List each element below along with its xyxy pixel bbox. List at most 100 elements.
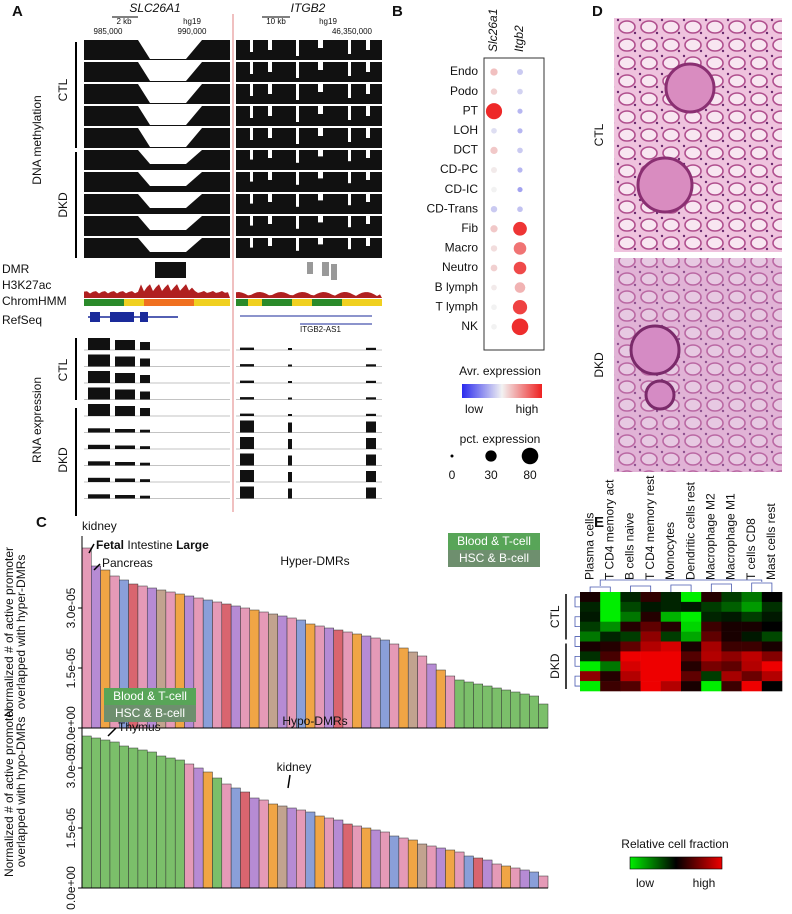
panel-label: C: [36, 514, 47, 531]
bar: [212, 601, 223, 729]
rna-peak: [88, 494, 110, 499]
rna-peak: [288, 414, 292, 416]
heatmap-cell: [620, 641, 641, 652]
scale-bar-label: 10 kb: [266, 17, 286, 26]
category-label: CD-IC: [445, 182, 479, 196]
bar: [258, 799, 269, 889]
bar: [482, 859, 493, 889]
rna-peak: [140, 479, 150, 482]
dot: [491, 127, 497, 134]
glomerulus: [636, 156, 694, 214]
dot: [490, 264, 498, 272]
dendrogram: [630, 585, 652, 592]
heatmap-cell: [721, 651, 742, 662]
column-label: T cells CD8: [744, 518, 758, 580]
rna-peak: [288, 348, 292, 350]
bar: [510, 867, 521, 889]
track-label: ChromHMM: [2, 294, 67, 308]
heatmap-cell: [741, 681, 763, 692]
heatmap-cell: [761, 661, 783, 672]
category-label: PT: [463, 103, 479, 117]
methylation-gap: [250, 62, 253, 74]
y-tick-label: 3.0e-05: [64, 747, 78, 788]
column-label: Dendritic cells rest: [683, 481, 697, 580]
rna-peak: [366, 413, 376, 416]
chromhmm-segment: [84, 299, 124, 306]
dendrogram: [589, 586, 611, 592]
heatmap-cell: [721, 601, 742, 613]
methylation-gap: [268, 84, 272, 94]
dmr: [155, 262, 186, 278]
category-label: CD-PC: [440, 162, 478, 176]
heatmap-cell: [600, 651, 621, 662]
heatmap-cell: [741, 631, 763, 642]
track-group-label: DNA methylation: [30, 95, 44, 184]
heatmap-cell: [640, 631, 662, 642]
rna-peak: [88, 444, 110, 449]
histology-image: [614, 18, 782, 252]
colorbar-label: low: [465, 402, 483, 416]
bar: [407, 839, 418, 889]
heatmap-cell: [580, 611, 601, 622]
heatmap-cell: [701, 661, 722, 672]
dot: [511, 318, 529, 336]
rna-peak: [140, 446, 150, 449]
dot: [512, 300, 528, 315]
methylation-gap: [318, 62, 323, 70]
y-tick-label: 1.5e-05: [64, 807, 78, 848]
rna-peak: [366, 347, 376, 350]
bar: [491, 863, 502, 889]
heatmap-cell: [620, 631, 641, 642]
coordinate: 985,000: [94, 27, 123, 36]
column-label: Mast cells rest: [764, 503, 778, 580]
colorbar-label: high: [516, 402, 539, 416]
heatmap-cell: [701, 631, 722, 642]
rna-peak: [88, 354, 110, 367]
bar: [389, 835, 400, 889]
track-group-label: RNA expression: [30, 377, 44, 463]
methylation-gap: [296, 106, 299, 122]
bar: [529, 871, 539, 889]
bar: [473, 683, 484, 729]
heatmap-cell: [600, 601, 621, 613]
chromhmm-segment: [312, 299, 342, 306]
dot: [513, 242, 527, 255]
heatmap-cell: [721, 611, 742, 622]
dot: [491, 186, 497, 193]
rna-peak: [366, 471, 376, 482]
dot: [490, 68, 498, 76]
heatmap-cell: [600, 621, 621, 632]
rna-peak: [115, 373, 135, 383]
dendrogram: [574, 675, 580, 687]
rna-peak: [366, 487, 376, 499]
exon: [110, 312, 134, 322]
heatmap-cell: [761, 631, 783, 642]
heatmap-cell: [681, 611, 702, 622]
heatmap-cell: [701, 592, 722, 603]
rna-peak: [140, 391, 150, 400]
size-key: [450, 454, 454, 458]
rna-peak: [288, 439, 292, 449]
dmr: [331, 264, 337, 280]
methylation-gap: [348, 128, 351, 142]
heatmap-cell: [681, 641, 702, 652]
bar: [137, 749, 148, 889]
heatmap-cell: [681, 671, 702, 682]
bar: [81, 735, 92, 889]
rna-peak: [88, 461, 110, 466]
methylation-gap: [250, 84, 253, 96]
methylation-gap: [268, 150, 272, 158]
rna-peak: [115, 462, 135, 466]
legend-title: Avr. expression: [459, 364, 541, 378]
methylation-gap: [250, 40, 253, 52]
colorbar: [462, 384, 542, 398]
exon: [140, 312, 148, 322]
category-label: T lymph: [436, 299, 478, 313]
bar: [109, 741, 120, 889]
gene-label: Slc26a1: [486, 9, 500, 52]
heatmap-cell: [660, 592, 682, 603]
group-label: HSC & B-cell: [115, 706, 185, 720]
coordinate: 46,350,000: [332, 27, 373, 36]
heatmap-cell: [681, 681, 702, 692]
